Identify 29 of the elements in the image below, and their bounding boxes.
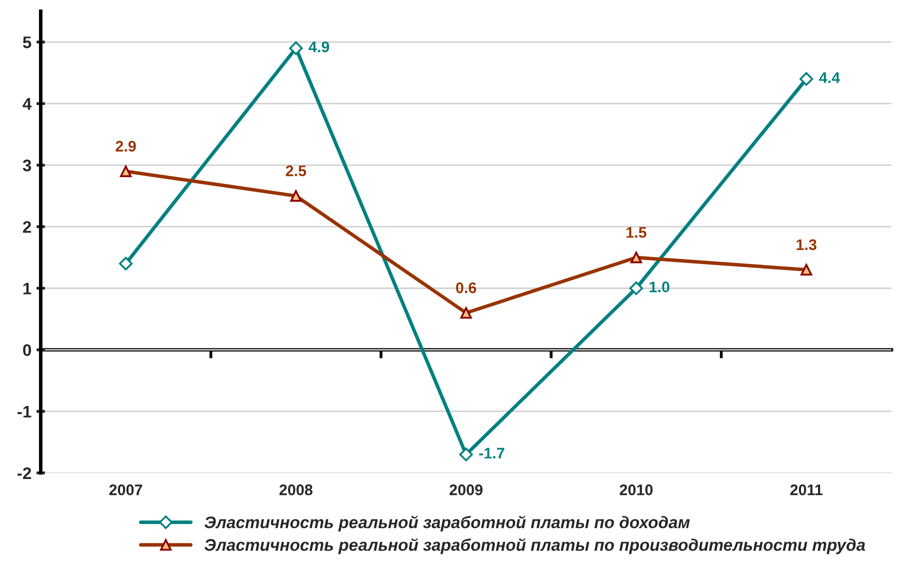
- data-label: 2.9: [116, 140, 136, 152]
- y-tick-label: 0: [23, 344, 32, 356]
- x-tick-label: 2007: [109, 484, 142, 496]
- y-tick-label: -2: [18, 467, 32, 479]
- y-tick-label: -1: [18, 406, 32, 418]
- y-tick-label: 1: [23, 282, 32, 294]
- x-tick-label: 2008: [279, 484, 312, 496]
- point: [629, 281, 644, 296]
- data-label: 2.5: [286, 165, 306, 176]
- data-label: 1.0: [650, 282, 670, 292]
- data-label: 4.4: [819, 72, 840, 83]
- legend-label: Эластичность реальной заработной платы по доходам: [204, 516, 690, 532]
- data-label: 4.9: [308, 41, 330, 52]
- x-tick-label: 2010: [620, 484, 653, 496]
- legend-label: Эластичность реальной заработной платы по производительности труда: [204, 538, 866, 554]
- point: [118, 256, 133, 270]
- point: [459, 448, 473, 462]
- point: [289, 41, 303, 55]
- data-label: 1.5: [626, 227, 646, 238]
- x-tick-label: 2011: [790, 484, 823, 496]
- y-tick-label: 5: [22, 36, 32, 48]
- y-tick-label: 3: [22, 160, 32, 172]
- data-label: 1.3: [796, 239, 816, 250]
- data-label: -1.7: [479, 448, 504, 458]
- point: [800, 72, 814, 86]
- x-tick-label: 2009: [450, 484, 483, 496]
- y-tick-label: 4: [22, 98, 32, 110]
- data-label: 0.6: [456, 282, 476, 294]
- y-tick-label: 2: [23, 221, 32, 233]
